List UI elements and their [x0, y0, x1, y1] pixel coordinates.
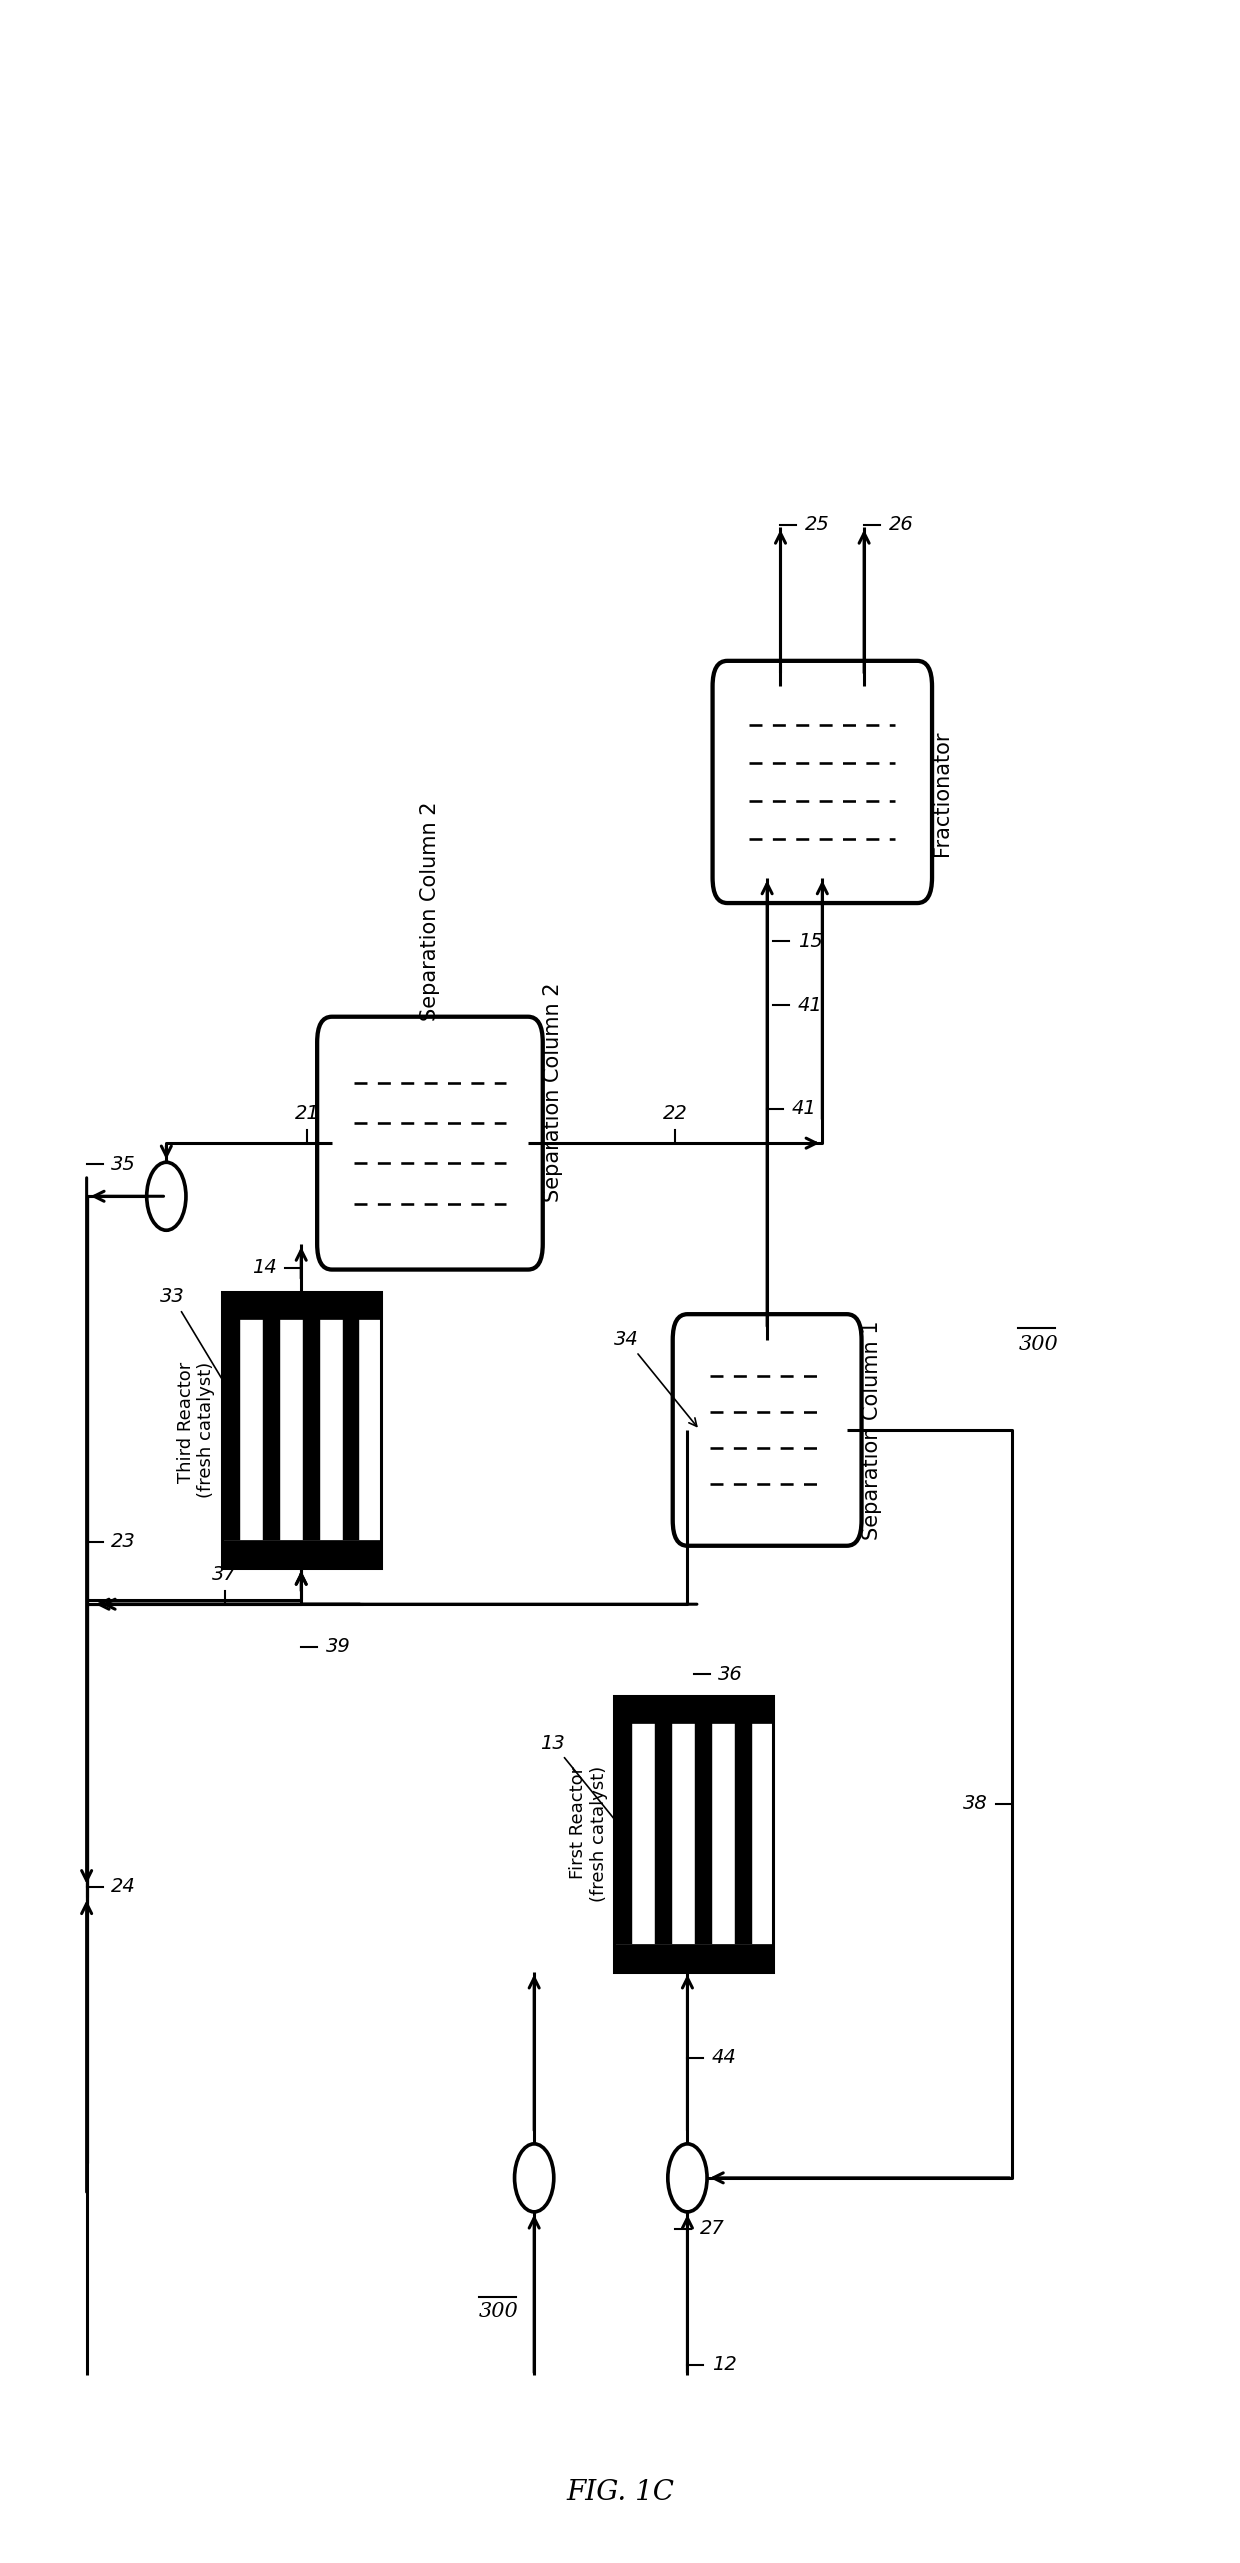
Text: 14: 14 — [252, 1258, 277, 1276]
Text: Separation Column 1: Separation Column 1 — [862, 1320, 882, 1540]
Text: 300: 300 — [1018, 1335, 1058, 1353]
Text: 35: 35 — [112, 1156, 136, 1174]
Text: 41: 41 — [791, 1100, 816, 1117]
Text: 34: 34 — [614, 1330, 697, 1428]
Text: 40: 40 — [332, 1302, 357, 1320]
Text: 25: 25 — [805, 515, 830, 533]
Text: 300: 300 — [479, 2302, 518, 2322]
Polygon shape — [342, 1320, 360, 1540]
Polygon shape — [655, 1722, 672, 1945]
Text: Separation Column 2: Separation Column 2 — [420, 802, 440, 1020]
Polygon shape — [222, 1292, 381, 1320]
Polygon shape — [615, 1722, 632, 1945]
Text: 21: 21 — [295, 1105, 320, 1123]
Polygon shape — [614, 1697, 774, 1722]
Text: 26: 26 — [889, 515, 914, 533]
Text: 38: 38 — [963, 1794, 988, 1815]
Polygon shape — [303, 1320, 320, 1540]
Polygon shape — [614, 1945, 774, 1971]
Text: 15: 15 — [797, 933, 822, 951]
Text: 44: 44 — [712, 2048, 737, 2068]
Text: 41: 41 — [797, 994, 822, 1015]
Polygon shape — [696, 1722, 712, 1945]
Text: FIG. 1C: FIG. 1C — [565, 2478, 675, 2507]
Polygon shape — [222, 1540, 381, 1569]
Text: 22: 22 — [663, 1105, 687, 1123]
Polygon shape — [735, 1722, 751, 1945]
Text: 24: 24 — [112, 1876, 136, 1897]
Text: 39: 39 — [326, 1638, 351, 1656]
Text: 33: 33 — [160, 1287, 238, 1405]
Text: Third Reactor
(fresh catalyst): Third Reactor (fresh catalyst) — [176, 1361, 216, 1499]
Text: 36: 36 — [718, 1666, 743, 1684]
Text: First Reactor
(fresh catalyst): First Reactor (fresh catalyst) — [569, 1766, 608, 1902]
Text: Fractionator: Fractionator — [932, 730, 952, 856]
Polygon shape — [223, 1320, 241, 1540]
Text: 23: 23 — [112, 1533, 136, 1551]
Text: 12: 12 — [712, 2355, 737, 2373]
Polygon shape — [263, 1320, 280, 1540]
Text: 37: 37 — [212, 1563, 237, 1584]
Text: 27: 27 — [699, 2220, 724, 2237]
Text: 13: 13 — [541, 1733, 624, 1830]
Text: Separation Column 2: Separation Column 2 — [543, 982, 563, 1202]
